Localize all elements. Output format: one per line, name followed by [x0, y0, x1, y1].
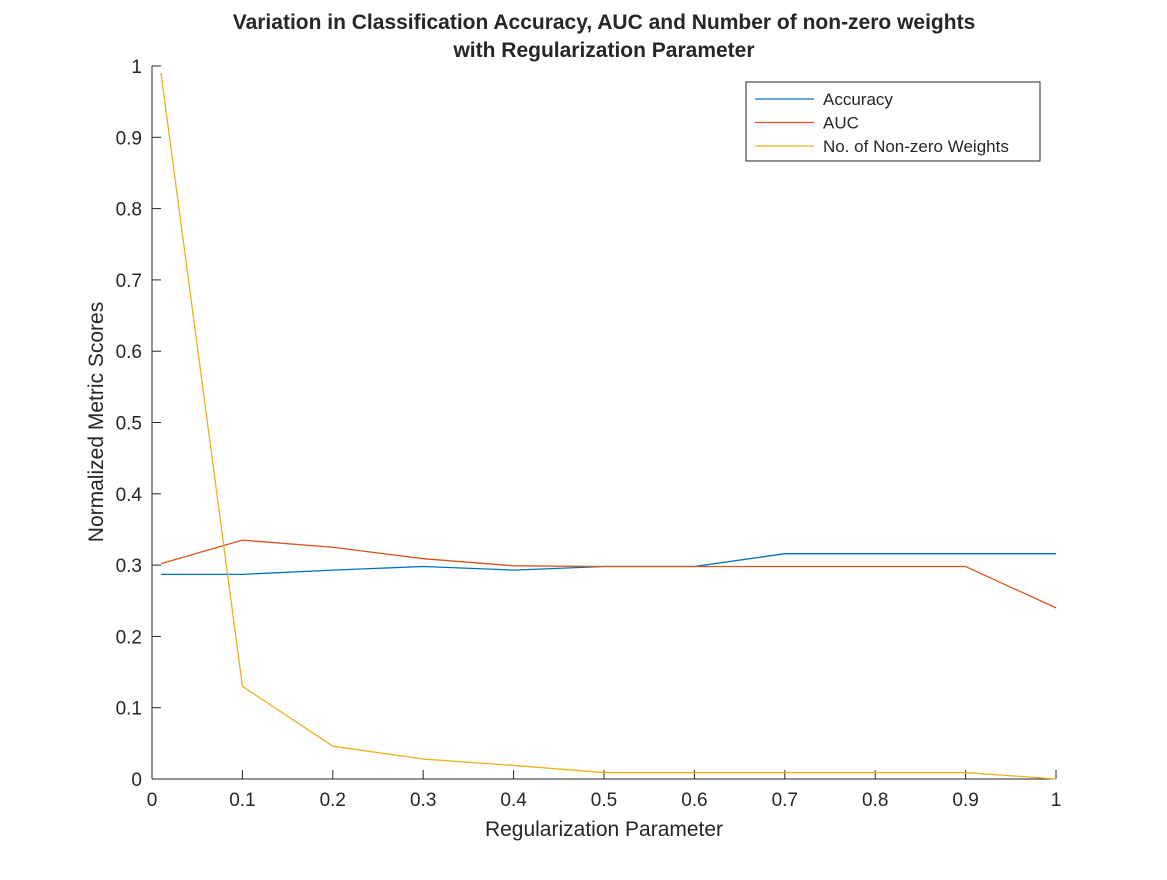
axes: 0 0.1 0.2 0.3 0.4 0.5 0.6 0.7 0.8 0.9 1 0 0.1 0.2 0.3 0…: [116, 57, 1062, 811]
x-tick-label: 0: [147, 790, 158, 811]
x-tick-label: 0.1: [229, 790, 255, 811]
y-tick-label: 0: [131, 770, 142, 791]
y-tick-label: 0.9: [116, 128, 142, 149]
legend-label: AUC: [823, 114, 859, 133]
series-line-no-of-non-zero-weights: [160, 73, 1057, 780]
chart-title-line-2: with Regularization Parameter: [452, 39, 754, 62]
x-tick-label: 0.4: [500, 790, 527, 811]
y-tick-label: 0.1: [116, 699, 142, 720]
y-tick-label: 0.2: [116, 627, 142, 648]
y-tick-label: 0.7: [116, 271, 142, 292]
x-tick-label: 0.8: [862, 790, 888, 811]
series-lines: [160, 73, 1057, 780]
x-tick-label: 0.2: [320, 790, 346, 811]
y-tick-label: 1: [131, 57, 142, 78]
y-tick-label: 0.3: [116, 556, 142, 577]
legend-label: Accuracy: [823, 90, 893, 109]
chart-title-line-1: Variation in Classification Accuracy, AU…: [233, 11, 976, 34]
legend-box: [745, 81, 1041, 162]
x-tick-label: 0.3: [410, 790, 436, 811]
y-tick-label: 0.5: [116, 414, 142, 435]
legend-label: No. of Non-zero Weights: [823, 137, 1009, 156]
x-tick-label: 0.9: [952, 790, 978, 811]
y-tick-label: 0.4: [116, 485, 143, 506]
y-axis-label: Normalized Metric Scores: [85, 302, 108, 542]
x-tick-label: 0.7: [772, 790, 798, 811]
y-tick-label: 0.6: [116, 342, 142, 363]
x-tick-label: 0.6: [681, 790, 707, 811]
legend: Accuracy AUC No. of Non-zero Weights: [745, 81, 1041, 162]
series-line-accuracy: [161, 553, 1056, 576]
y-tick-label: 0.8: [116, 200, 142, 221]
series-line-auc: [160, 539, 1057, 609]
x-tick-label: 1: [1051, 790, 1062, 811]
x-axis-label: Regularization Parameter: [485, 818, 723, 841]
x-tick-label: 0.5: [591, 790, 617, 811]
